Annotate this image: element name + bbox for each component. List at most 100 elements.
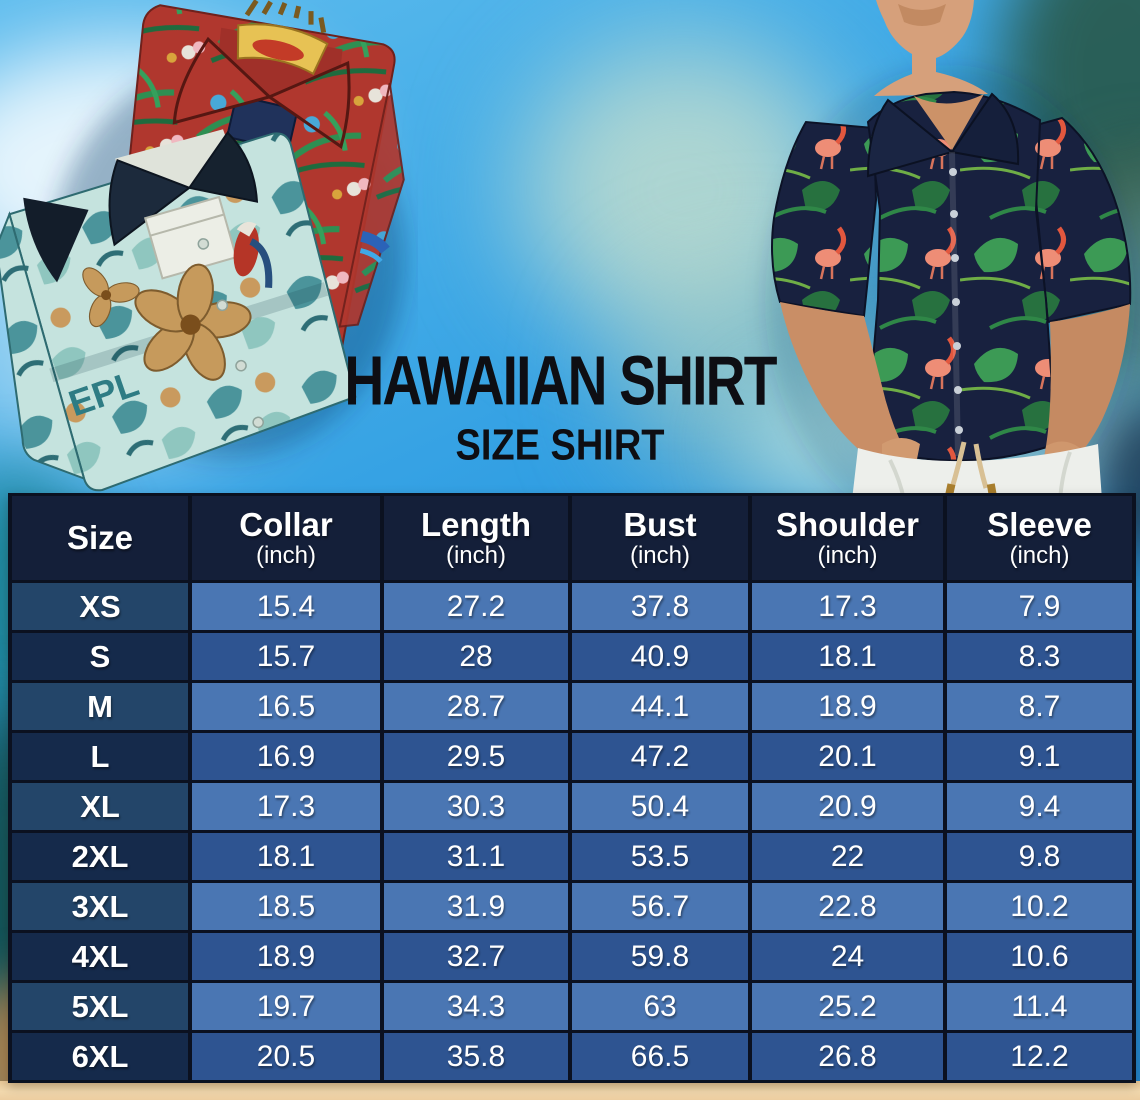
row-2xl: 2XL 18.1 31.1 53.5 22 9.8 <box>8 830 1136 883</box>
bust-value: 47.2 <box>568 730 752 783</box>
shoulder-value: 20.1 <box>748 730 947 783</box>
size-label: L <box>8 730 192 783</box>
shoulder-value: 17.3 <box>748 580 947 633</box>
collar-value: 18.5 <box>188 880 384 933</box>
row-s: S 15.7 28 40.9 18.1 8.3 <box>8 630 1136 683</box>
shoulder-value: 20.9 <box>748 780 947 833</box>
col-header-bust: Bust (inch) <box>568 493 752 583</box>
model-left-arm <box>780 302 914 472</box>
collar-value: 19.7 <box>188 980 384 1033</box>
col-unit: (inch) <box>255 541 316 569</box>
page-subtitle: SIZE SHIRT <box>455 420 665 470</box>
col-header-shoulder: Shoulder (inch) <box>748 493 947 583</box>
length-value: 28.7 <box>380 680 572 733</box>
col-label: Shoulder <box>775 505 919 543</box>
shoulder-value: 25.2 <box>748 980 947 1033</box>
sleeve-value: 12.2 <box>943 1030 1136 1083</box>
col-label: Length <box>421 505 531 543</box>
sleeve-value: 10.6 <box>943 930 1136 983</box>
row-l: L 16.9 29.5 47.2 20.1 9.1 <box>8 730 1136 783</box>
col-unit: (inch) <box>629 541 690 569</box>
model-neck <box>874 0 988 96</box>
white-pants <box>852 444 1102 500</box>
bust-value: 44.1 <box>568 680 752 733</box>
collar-brand-label <box>236 0 329 76</box>
collar-left <box>866 98 955 178</box>
shoulder-value: 22 <box>748 830 947 883</box>
col-header-length: Length (inch) <box>380 493 572 583</box>
length-value: 30.3 <box>380 780 572 833</box>
size-label: XL <box>8 780 192 833</box>
col-header-sleeve: Sleeve (inch) <box>943 493 1136 583</box>
collar-value: 15.4 <box>188 580 384 633</box>
shirt-buttons <box>949 168 963 434</box>
row-3xl: 3XL 18.5 31.9 56.7 22.8 10.2 <box>8 880 1136 933</box>
row-m: M 16.5 28.7 44.1 18.9 8.7 <box>8 680 1136 733</box>
bust-value: 56.7 <box>568 880 752 933</box>
bust-value: 53.5 <box>568 830 752 883</box>
length-value: 29.5 <box>380 730 572 783</box>
size-label: 2XL <box>8 830 192 883</box>
parrot <box>233 221 273 288</box>
row-5xl: 5XL 19.7 34.3 63 25.2 11.4 <box>8 980 1136 1033</box>
sleeve-value: 9.4 <box>943 780 1136 833</box>
chin-shading <box>898 4 946 26</box>
sand-strip <box>0 1081 1140 1100</box>
headline: HAWAIIAN SHIRT SIZE SHIRT <box>295 342 825 470</box>
sleeve-value: 8.3 <box>943 630 1136 683</box>
shoulder-value: 18.1 <box>748 630 947 683</box>
shoulder-value: 22.8 <box>748 880 947 933</box>
left-sleeve <box>771 120 878 318</box>
col-header-collar: Collar (inch) <box>188 493 384 583</box>
size-label: 5XL <box>8 980 192 1033</box>
length-value: 31.1 <box>380 830 572 883</box>
col-label: Sleeve <box>987 505 1092 543</box>
col-label: Size <box>66 519 134 557</box>
size-label: XS <box>8 580 192 633</box>
header-row: Size Collar (inch) Length (inch) Bust (inch… <box>8 493 1136 583</box>
length-value: 35.8 <box>380 1030 572 1083</box>
row-xl: XL 17.3 30.3 50.4 20.9 9.4 <box>8 780 1136 833</box>
sleeve-value: 8.7 <box>943 680 1136 733</box>
bust-value: 50.4 <box>568 780 752 833</box>
size-label: M <box>8 680 192 733</box>
collar-value: 15.7 <box>188 630 384 683</box>
teal-hawaiian-shirt: EPL <box>0 129 357 492</box>
row-xs: XS 15.4 27.2 37.8 17.3 7.9 <box>8 580 1136 633</box>
page-title: HAWAIIAN SHIRT <box>344 341 777 420</box>
col-label: Bust <box>623 505 697 543</box>
row-6xl: 6XL 20.5 35.8 66.5 26.8 12.2 <box>8 1030 1136 1083</box>
shoulder-value: 18.9 <box>748 680 947 733</box>
size-chart-table: Size Collar (inch) Length (inch) Bust (inch… <box>8 493 1136 1083</box>
hibiscus-flower-small <box>82 267 140 328</box>
collar-value: 16.9 <box>188 730 384 783</box>
length-value: 34.3 <box>380 980 572 1033</box>
length-value: 28 <box>380 630 572 683</box>
col-header-size: Size <box>8 493 192 583</box>
right-sleeve <box>1034 116 1132 324</box>
chest-skin <box>914 94 984 150</box>
sleeve-value: 7.9 <box>943 580 1136 633</box>
model-right-arm <box>1040 304 1130 472</box>
collar-right <box>950 92 1020 166</box>
col-unit: (inch) <box>1009 541 1070 569</box>
length-value: 27.2 <box>380 580 572 633</box>
col-unit: (inch) <box>817 541 878 569</box>
bust-value: 40.9 <box>568 630 752 683</box>
bust-value: 59.8 <box>568 930 752 983</box>
sleeve-value: 9.1 <box>943 730 1136 783</box>
size-label: 3XL <box>8 880 192 933</box>
collar-value: 20.5 <box>188 1030 384 1083</box>
folded-shirts-photo: M <box>0 0 405 492</box>
model-photo <box>765 0 1135 500</box>
collar-value: 18.1 <box>188 830 384 883</box>
collar-value: 17.3 <box>188 780 384 833</box>
collar-value: 18.9 <box>188 930 384 983</box>
col-unit: (inch) <box>445 541 506 569</box>
col-label: Collar <box>239 505 333 543</box>
size-label: S <box>8 630 192 683</box>
shoulder-value: 24 <box>748 930 947 983</box>
dark-collar-flap <box>23 197 89 283</box>
collar-left <box>172 36 273 125</box>
